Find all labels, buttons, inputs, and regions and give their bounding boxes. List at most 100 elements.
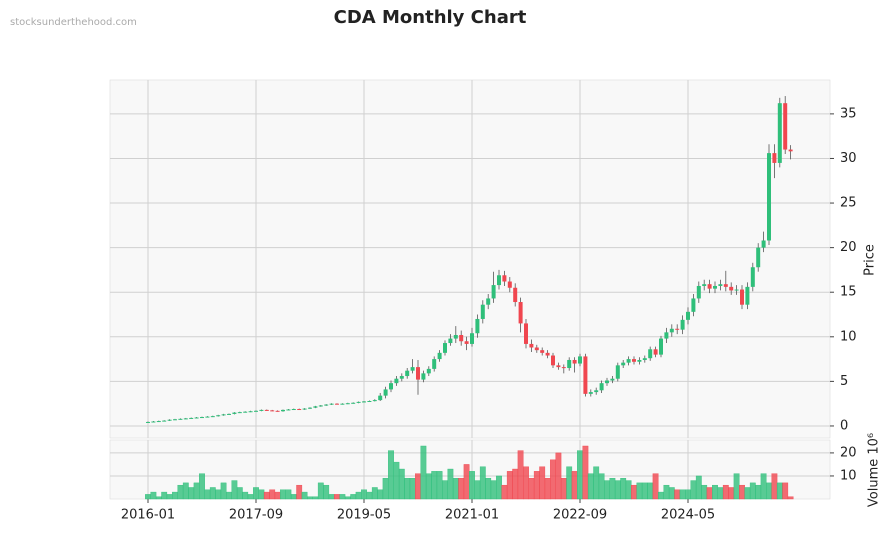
candle-body	[669, 328, 674, 333]
candle-body	[567, 359, 572, 369]
candle-body	[734, 289, 739, 291]
candle-body	[200, 417, 204, 419]
candle-body	[146, 421, 150, 423]
y-tick-label: 30	[840, 151, 857, 166]
volume-bar	[760, 473, 767, 500]
candle-body	[750, 267, 755, 287]
candle-body	[437, 352, 442, 360]
candle-body	[313, 406, 318, 408]
candle-body	[767, 153, 771, 241]
candle-body	[383, 389, 388, 396]
volume-bar	[269, 489, 276, 500]
volume-bar	[236, 487, 243, 500]
volume-bar	[631, 484, 637, 500]
volume-bar	[496, 475, 502, 500]
volume-bar	[253, 487, 259, 500]
y-tick-label: 0	[840, 418, 848, 433]
volume-bar	[620, 478, 627, 500]
volume-bar	[377, 489, 384, 500]
volume-bar	[328, 494, 335, 500]
volume-bar	[301, 491, 308, 500]
volume-bar	[388, 450, 394, 500]
x-tick-label: 2017-09	[229, 508, 283, 523]
candle-body	[259, 409, 264, 411]
candle-body	[173, 419, 177, 421]
volume-bar	[231, 480, 238, 500]
volume-bar	[604, 480, 610, 500]
candle-body	[205, 416, 210, 418]
volume-bar	[577, 450, 583, 500]
candle-body	[189, 417, 194, 419]
volume-bar	[469, 471, 475, 500]
candle-body	[421, 373, 426, 380]
volume-bar	[296, 484, 303, 500]
x-tick-label: 2019-05	[337, 508, 391, 523]
candle-body	[621, 362, 626, 366]
candle-body	[637, 359, 642, 362]
volume-bar	[490, 480, 497, 500]
candle-body	[329, 403, 334, 405]
volume-bar	[280, 489, 286, 500]
volume-bar	[733, 473, 740, 500]
volume-bar	[614, 480, 621, 500]
candle-body	[561, 367, 566, 369]
candle-body	[756, 247, 761, 268]
volume-bar	[625, 480, 632, 500]
x-tick-label: 2024-05	[661, 508, 715, 523]
candle-body	[216, 415, 221, 417]
candle-body	[281, 409, 285, 412]
candle-body	[475, 318, 480, 334]
volume-bar	[771, 473, 778, 500]
volume-bar	[663, 484, 670, 500]
candle-body	[291, 409, 296, 411]
candle-body	[696, 285, 701, 299]
candle-body	[583, 356, 588, 394]
volume-bar	[755, 484, 762, 500]
volume-bar	[587, 473, 594, 500]
candle-body	[497, 275, 501, 286]
candle-body	[210, 416, 215, 418]
candle-body	[345, 403, 350, 405]
volume-bar	[447, 468, 454, 500]
volume-bar	[274, 491, 281, 500]
chart-title: CDA Monthly Chart	[334, 7, 527, 28]
candle-body	[659, 338, 663, 355]
volume-bar	[361, 489, 367, 500]
volume-bar	[647, 482, 654, 500]
volume-bar	[415, 473, 421, 500]
y-axis-label: Price	[863, 244, 878, 276]
volume-bar	[452, 478, 459, 500]
volume-bar	[339, 494, 346, 500]
candle-body	[594, 390, 599, 393]
volume-bar	[398, 468, 405, 500]
candle-body	[718, 284, 723, 286]
volume-bar	[393, 461, 400, 500]
candle-body	[264, 409, 269, 411]
candle-body	[502, 275, 507, 282]
volume-bar	[474, 480, 481, 500]
volume-bar	[382, 478, 389, 500]
volume-bar	[701, 484, 708, 500]
volume-bar	[485, 478, 492, 500]
volume-bar	[722, 484, 729, 500]
y-tick-label: 25	[840, 196, 857, 211]
volume-bar	[782, 482, 789, 500]
candle-body	[243, 411, 248, 413]
candle-body	[788, 149, 793, 152]
volume-bar	[312, 496, 319, 500]
volume-bar	[652, 473, 659, 500]
candle-body	[680, 319, 685, 330]
candle-body	[772, 153, 777, 163]
volume-bar	[690, 480, 697, 500]
candle-body	[529, 343, 534, 348]
candle-body	[286, 409, 291, 411]
candle-body	[227, 413, 231, 415]
candle-body	[453, 335, 458, 339]
volume-bar	[695, 475, 702, 500]
y2-tick-label: 10	[840, 468, 857, 483]
candle-body	[389, 383, 393, 390]
candle-body	[232, 412, 237, 414]
candle-body	[713, 285, 717, 289]
volume-bar	[560, 478, 567, 500]
candle-body	[302, 408, 307, 410]
